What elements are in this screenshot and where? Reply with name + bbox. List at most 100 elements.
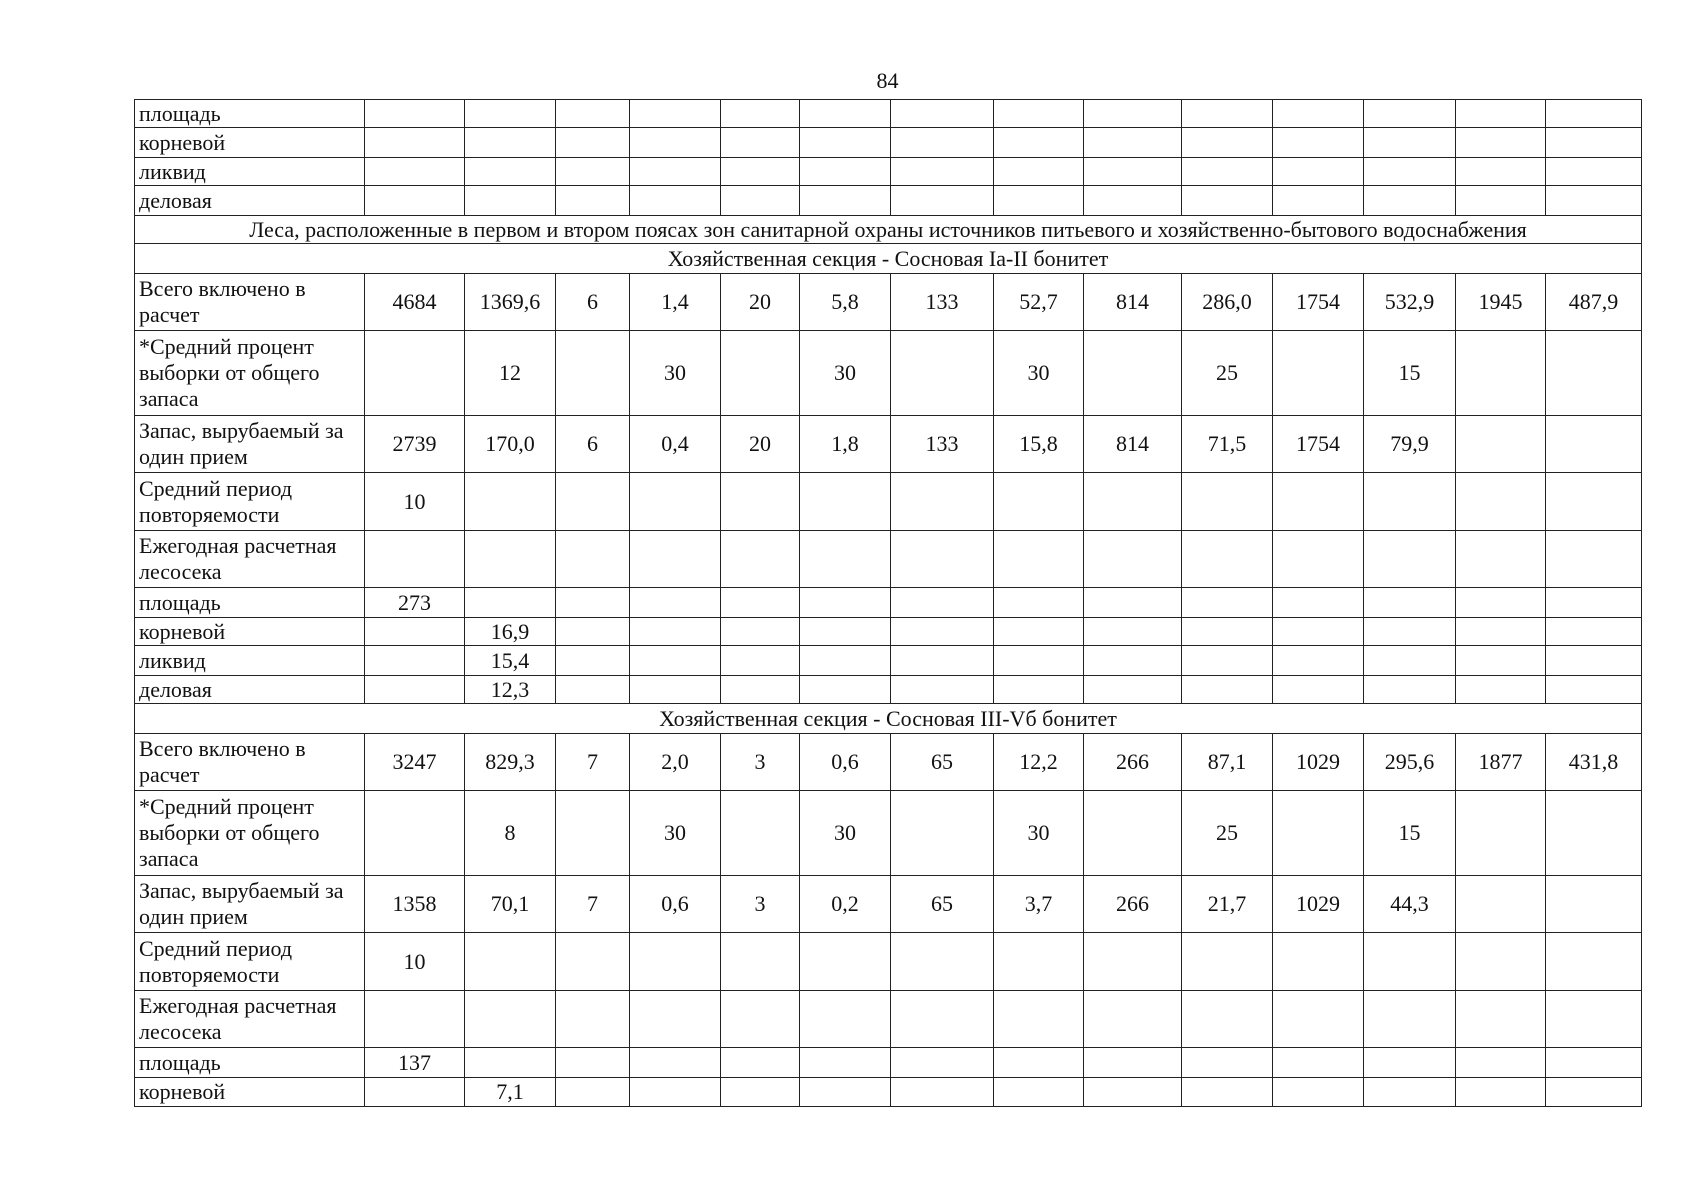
table-cell bbox=[555, 127, 630, 158]
table-row: корневой 16,9 bbox=[134, 617, 1642, 646]
row-label: ликвид bbox=[134, 645, 365, 676]
table-cell bbox=[629, 530, 721, 588]
table-cell bbox=[629, 157, 721, 186]
table-cell: 1754 bbox=[1272, 415, 1364, 473]
table-cell bbox=[1272, 1047, 1364, 1078]
table-cell bbox=[993, 645, 1084, 676]
table-cell bbox=[1455, 185, 1546, 216]
table-cell bbox=[1545, 932, 1642, 991]
table-cell bbox=[1455, 587, 1546, 618]
table-cell: 30 bbox=[993, 330, 1084, 416]
table-cell bbox=[464, 472, 556, 531]
section-header-row: Хозяйственная секция - Сосновая Ia-II бо… bbox=[134, 243, 1642, 274]
table-row: *Средний процент выборки от общего запас… bbox=[134, 790, 1642, 876]
table-cell bbox=[1363, 617, 1456, 646]
table-cell bbox=[1455, 1077, 1546, 1107]
row-label: корневой bbox=[134, 617, 365, 646]
table-cell bbox=[993, 127, 1084, 158]
table-cell bbox=[720, 790, 800, 876]
table-cell: 1945 bbox=[1455, 273, 1546, 331]
row-label: Средний период повторяемости bbox=[134, 472, 365, 531]
table-cell bbox=[890, 472, 994, 531]
table-cell bbox=[720, 472, 800, 531]
table-cell bbox=[1363, 157, 1456, 186]
table-cell bbox=[1272, 790, 1364, 876]
table-cell bbox=[993, 990, 1084, 1048]
table-cell: 4684 bbox=[364, 273, 465, 331]
table-cell bbox=[364, 330, 465, 416]
row-label: Ежегодная расчетная лесосека bbox=[134, 530, 365, 588]
table-cell bbox=[1083, 157, 1182, 186]
table-cell bbox=[799, 530, 891, 588]
table-cell bbox=[890, 127, 994, 158]
table-cell: 10 bbox=[364, 472, 465, 531]
table-cell bbox=[1181, 472, 1273, 531]
table-cell bbox=[720, 1047, 800, 1078]
table-cell bbox=[1455, 99, 1546, 128]
row-label: деловая bbox=[134, 675, 365, 704]
table-cell bbox=[1083, 127, 1182, 158]
table-cell bbox=[1363, 99, 1456, 128]
table-cell bbox=[890, 617, 994, 646]
table-cell bbox=[993, 472, 1084, 531]
table-cell: 52,7 bbox=[993, 273, 1084, 331]
table-cell bbox=[799, 185, 891, 216]
table-cell bbox=[890, 587, 994, 618]
table-cell bbox=[1455, 790, 1546, 876]
table-cell bbox=[1083, 330, 1182, 416]
table-cell bbox=[1272, 617, 1364, 646]
table-cell bbox=[464, 185, 556, 216]
table-cell bbox=[1455, 127, 1546, 158]
table-cell bbox=[1272, 157, 1364, 186]
table-cell: 266 bbox=[1083, 733, 1182, 791]
table-cell bbox=[364, 530, 465, 588]
table-row: Всего включено в расчет 3247 829,3 7 2,0 3 0,6… bbox=[134, 733, 1642, 791]
table-cell bbox=[799, 157, 891, 186]
table-cell bbox=[1455, 932, 1546, 991]
table-cell bbox=[720, 99, 800, 128]
table-cell bbox=[720, 1077, 800, 1107]
table-cell: 814 bbox=[1083, 273, 1182, 331]
table-cell bbox=[1363, 645, 1456, 676]
table-cell bbox=[1455, 415, 1546, 473]
table-cell: 65 bbox=[890, 875, 994, 933]
row-label: Всего включено в расчет bbox=[134, 733, 365, 791]
row-label: *Средний процент выборки от общего запас… bbox=[134, 330, 365, 416]
table-cell bbox=[1181, 127, 1273, 158]
table-cell bbox=[1363, 990, 1456, 1048]
table-row: площадь 137 bbox=[134, 1047, 1642, 1078]
row-label: ликвид bbox=[134, 157, 365, 186]
table-cell: 15,8 bbox=[993, 415, 1084, 473]
row-label: площадь bbox=[134, 99, 365, 128]
table-cell bbox=[1545, 1077, 1642, 1107]
table-cell bbox=[890, 185, 994, 216]
table-cell bbox=[1363, 587, 1456, 618]
table-cell bbox=[720, 587, 800, 618]
table-cell: 12,3 bbox=[464, 675, 556, 704]
section-header-row: Хозяйственная секция - Сосновая III-Vб б… bbox=[134, 703, 1642, 734]
table-cell bbox=[1181, 1077, 1273, 1107]
table-cell bbox=[993, 587, 1084, 618]
table-cell bbox=[1181, 99, 1273, 128]
table-cell: 1877 bbox=[1455, 733, 1546, 791]
row-label: деловая bbox=[134, 185, 365, 216]
table-cell bbox=[364, 990, 465, 1048]
table-cell bbox=[555, 617, 630, 646]
table-cell bbox=[1363, 530, 1456, 588]
section-title: Хозяйственная секция - Сосновая Ia-II бо… bbox=[134, 243, 1642, 274]
table-cell bbox=[993, 1077, 1084, 1107]
table-cell: 12,2 bbox=[993, 733, 1084, 791]
section-title: Хозяйственная секция - Сосновая III-Vб б… bbox=[134, 703, 1642, 734]
table-cell bbox=[720, 990, 800, 1048]
table-cell bbox=[993, 157, 1084, 186]
table-cell bbox=[364, 157, 465, 186]
table-cell bbox=[629, 1077, 721, 1107]
table-cell bbox=[629, 587, 721, 618]
table-cell bbox=[1181, 932, 1273, 991]
table-cell bbox=[464, 99, 556, 128]
table-row: Средний период повторяемости 10 bbox=[134, 932, 1642, 991]
table-cell bbox=[1181, 530, 1273, 588]
table-cell bbox=[629, 675, 721, 704]
table-cell bbox=[1272, 185, 1364, 216]
table-cell bbox=[364, 675, 465, 704]
